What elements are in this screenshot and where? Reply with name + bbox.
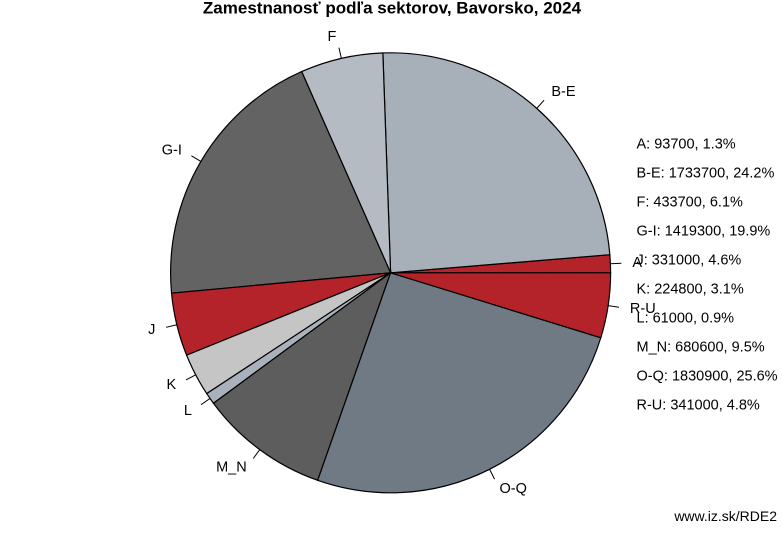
svg-text:F: 433700, 6.1%: F: 433700, 6.1%	[637, 195, 744, 211]
svg-text:R-U: 341000, 4.8%: R-U: 341000, 4.8%	[637, 398, 760, 414]
svg-text:B-E: B-E	[551, 84, 576, 100]
svg-text:K: K	[167, 377, 177, 393]
svg-text:M_N: 680600, 9.5%: M_N: 680600, 9.5%	[637, 340, 765, 356]
svg-text:L: 61000, 0.9%: L: 61000, 0.9%	[637, 311, 735, 327]
svg-text:O-Q: O-Q	[500, 481, 527, 497]
svg-text:F: F	[328, 29, 337, 45]
svg-text:A: 93700, 1.3%: A: 93700, 1.3%	[637, 137, 736, 153]
svg-text:J: 331000, 4.6%: J: 331000, 4.6%	[637, 253, 742, 269]
svg-text:M_N: M_N	[216, 459, 247, 475]
svg-text:www.iz.sk/RDE2: www.iz.sk/RDE2	[673, 508, 777, 524]
svg-text:G-I: 1419300, 19.9%: G-I: 1419300, 19.9%	[637, 224, 771, 240]
svg-text:O-Q: 1830900, 25.6%: O-Q: 1830900, 25.6%	[637, 369, 778, 385]
svg-text:K: 224800, 3.1%: K: 224800, 3.1%	[637, 282, 744, 298]
svg-text:J: J	[148, 322, 155, 338]
svg-text:G-I: G-I	[162, 142, 182, 158]
svg-text:L: L	[184, 403, 192, 419]
svg-text:Zamestnanosť podľa sektorov, B: Zamestnanosť podľa sektorov, Bavorsko, 2…	[203, 0, 582, 18]
svg-text:B-E: 1733700, 24.2%: B-E: 1733700, 24.2%	[637, 166, 775, 182]
